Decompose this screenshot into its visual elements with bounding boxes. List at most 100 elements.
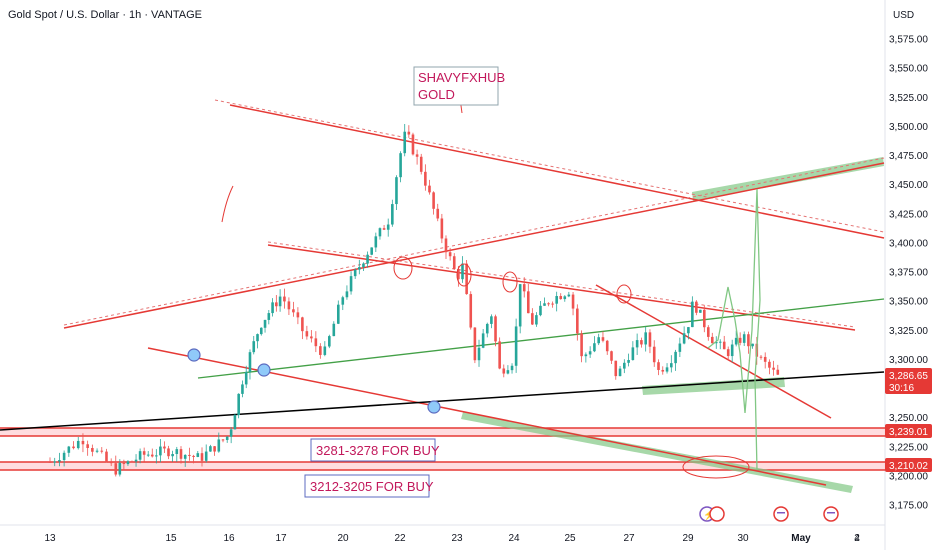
candle-body <box>411 134 415 155</box>
candle-body <box>644 332 647 345</box>
candle-body <box>305 331 309 337</box>
candle-body <box>399 153 402 178</box>
candles-group <box>48 123 780 477</box>
candle-body <box>259 327 263 335</box>
candle-body <box>188 454 191 456</box>
x-tick-label: 22 <box>394 533 406 544</box>
buy-zone-band-upper <box>0 427 885 437</box>
candle-body <box>267 313 271 320</box>
level-2-value: 3,210.02 <box>889 461 928 472</box>
candle-body <box>62 452 66 461</box>
price-axis[interactable]: 3,175.003,200.003,225.003,250.003,275.00… <box>889 35 928 512</box>
candle-body <box>465 263 468 295</box>
current-price-tag: 3,286.65 30:16 <box>885 368 932 394</box>
x-tick-label: 4 <box>854 533 860 544</box>
upper-resistance-dashed <box>214 99 885 233</box>
candle-body <box>204 451 208 461</box>
candle-body <box>241 384 244 394</box>
candle-body <box>366 254 369 264</box>
news-event-icon-3[interactable] <box>823 506 839 522</box>
y-tick-label: 3,325.00 <box>889 326 928 337</box>
x-tick-label: 17 <box>275 533 287 544</box>
candle-body <box>571 294 575 309</box>
y-tick-label: 3,500.00 <box>889 122 928 133</box>
watermark-box: SHAVYFXHUB GOLD <box>413 66 505 106</box>
y-tick-label: 3,225.00 <box>889 442 928 453</box>
candle-body <box>714 341 718 344</box>
high-marker-3 <box>502 271 518 293</box>
short-down-trend-line <box>595 284 832 419</box>
news-event-icon-1[interactable] <box>709 506 725 522</box>
candle-body <box>584 354 588 357</box>
candle-body <box>593 343 596 352</box>
candle-body <box>440 218 444 239</box>
candle-body <box>175 449 179 455</box>
x-tick-label: May <box>791 533 811 544</box>
candle-body <box>730 344 734 357</box>
candle-body <box>424 171 427 186</box>
candle-body <box>652 346 656 363</box>
candle-body <box>506 370 510 374</box>
currency-label: USD <box>893 10 914 21</box>
candle-body <box>605 340 609 352</box>
candle-body <box>248 352 252 372</box>
touch-point-2 <box>257 363 271 377</box>
candle-body <box>772 367 775 370</box>
x-tick-label: 24 <box>508 533 520 544</box>
candle-body <box>283 296 286 302</box>
candle-body <box>130 461 134 463</box>
candle-body <box>580 333 583 357</box>
x-tick-label: 16 <box>223 533 235 544</box>
candle-body <box>332 323 336 337</box>
candle-body <box>452 256 456 270</box>
candle-body <box>296 312 300 318</box>
candle-body <box>510 365 514 371</box>
candle-body <box>105 451 108 462</box>
y-tick-label: 3,400.00 <box>889 238 928 249</box>
candle-body <box>576 308 579 334</box>
candle-body <box>710 336 714 344</box>
x-tick-label: 13 <box>44 533 56 544</box>
y-tick-label: 3,575.00 <box>889 35 928 46</box>
candle-body <box>535 315 538 325</box>
candle-body <box>378 228 382 237</box>
x-tick-label: 30 <box>737 533 749 544</box>
candle-body <box>109 461 113 464</box>
candle-body <box>374 236 378 248</box>
current-price-value: 3,286.65 <box>889 371 928 382</box>
candle-body <box>100 450 104 452</box>
candle-body <box>597 337 600 344</box>
candle-body <box>490 316 493 324</box>
candle-body <box>237 393 240 416</box>
candle-body <box>759 356 763 358</box>
candle-body <box>271 302 274 314</box>
touch-point-1 <box>187 348 201 362</box>
candle-body <box>747 334 750 347</box>
time-axis[interactable]: 13 15 16 17 20 22 23 24 25 27 29 30 May 24 <box>44 533 860 544</box>
candle-body <box>391 204 394 225</box>
x-tick-label: 2 <box>854 533 860 544</box>
candle-body <box>95 450 99 452</box>
candle-body <box>229 429 233 437</box>
candle-body <box>213 446 216 452</box>
candle-body <box>150 454 154 457</box>
candle-body <box>163 446 166 449</box>
candle-body <box>657 362 660 370</box>
news-event-icon-2[interactable] <box>773 506 789 522</box>
y-tick-label: 3,200.00 <box>889 471 928 482</box>
x-tick-label: 27 <box>623 533 635 544</box>
high-marker-1 <box>393 256 413 280</box>
buy-zone-text-1: 3281-3278 FOR BUY <box>316 443 440 458</box>
candle-body <box>539 305 542 316</box>
y-tick-label: 3,300.00 <box>889 355 928 366</box>
candle-body <box>301 317 304 332</box>
candle-body <box>518 284 522 327</box>
candle-body <box>768 361 771 368</box>
candle-body <box>292 309 295 313</box>
channel-top-line <box>63 162 885 329</box>
mid-resistance-dashed <box>267 241 856 328</box>
candle-body <box>610 351 613 361</box>
candle-body <box>555 296 558 304</box>
economic-event-icons[interactable]: ⚡ <box>699 506 839 522</box>
